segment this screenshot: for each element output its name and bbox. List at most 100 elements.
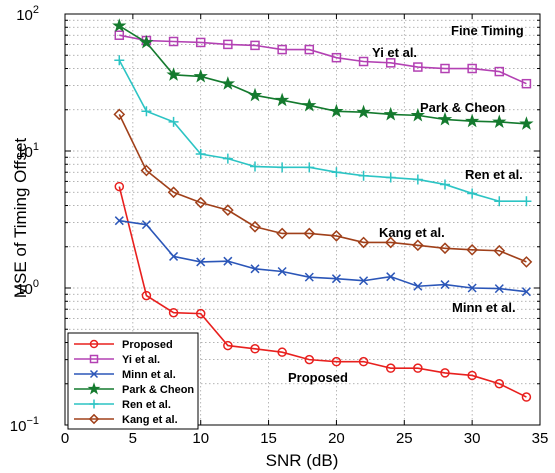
- series-layer: [112, 18, 534, 402]
- data-point: [223, 39, 233, 50]
- data-point: [440, 280, 450, 290]
- x-tick-label: 25: [396, 430, 413, 447]
- annotation-minn: Minn et al.: [452, 300, 516, 315]
- data-point: [114, 216, 124, 226]
- data-point: [169, 251, 179, 261]
- data-point: [383, 106, 398, 121]
- data-point: [114, 30, 125, 40]
- data-point: [358, 170, 369, 181]
- legend-box: [67, 332, 199, 430]
- legend-label: Proposed: [122, 339, 173, 351]
- legend: Proposed Yi et al. Minn et al. Park & Cheon…: [67, 332, 199, 430]
- data-point: [114, 55, 125, 66]
- annotation-kang: Kang et al.: [379, 225, 445, 240]
- data-point: [277, 44, 287, 55]
- data-point: [331, 356, 342, 367]
- series-line: [118, 59, 527, 203]
- data-point: [385, 172, 396, 183]
- data-point: [386, 272, 396, 282]
- data-point: [196, 257, 206, 267]
- data-point: [467, 283, 477, 293]
- data-point: [168, 307, 179, 318]
- annotation-park-cheon: Park & Cheon: [420, 100, 505, 115]
- y-tick-label: 10−1: [10, 415, 39, 435]
- data-point: [330, 230, 343, 242]
- data-point: [440, 63, 450, 74]
- legend-item: Proposed: [74, 339, 173, 351]
- data-point: [384, 236, 397, 249]
- series-4: [114, 55, 532, 207]
- y-axis-label: MSE of Timing Offset: [11, 138, 30, 299]
- data-point: [250, 264, 260, 274]
- x-tick-label: 35: [532, 430, 549, 447]
- legend-item: Kang et al.: [74, 413, 178, 426]
- data-point: [141, 290, 152, 301]
- series-line: [118, 25, 527, 125]
- data-point: [223, 340, 233, 351]
- x-tick-label: 15: [260, 430, 277, 447]
- data-point: [194, 196, 207, 209]
- data-point: [304, 354, 315, 365]
- data-point: [413, 62, 423, 72]
- legend-item: Ren et al.: [74, 399, 171, 411]
- data-point: [114, 181, 125, 192]
- data-point: [220, 76, 236, 90]
- data-point: [329, 103, 344, 118]
- data-point: [520, 256, 533, 268]
- x-tick-label: 0: [61, 430, 69, 447]
- annotation-fine-timing: Fine Timing: [451, 23, 524, 38]
- legend-label: Yi et al.: [122, 354, 160, 366]
- legend-swatch-marker: [89, 354, 99, 364]
- data-point: [413, 281, 423, 291]
- data-point: [140, 164, 153, 177]
- legend-item: Yi et al.: [74, 354, 160, 366]
- data-point: [250, 344, 260, 354]
- data-point: [193, 68, 208, 83]
- data-point: [304, 272, 314, 282]
- data-point: [494, 196, 505, 207]
- series-line: [119, 34, 527, 85]
- x-tick-label: 10: [192, 430, 209, 447]
- data-point: [411, 239, 424, 252]
- series-1: [114, 30, 532, 89]
- data-point: [141, 220, 151, 230]
- data-point: [521, 78, 532, 89]
- data-point: [168, 116, 179, 127]
- data-point: [195, 37, 206, 48]
- data-point: [521, 196, 532, 207]
- data-point: [413, 363, 423, 373]
- data-point: [437, 111, 453, 126]
- data-point: [304, 44, 315, 55]
- data-point: [358, 56, 369, 67]
- series-line: [119, 219, 527, 293]
- y-tick-label: 102: [16, 4, 39, 24]
- y-tick-label: 101: [16, 141, 39, 161]
- legend-label: Park & Cheon: [122, 384, 194, 396]
- data-point: [467, 63, 477, 74]
- data-point: [519, 116, 534, 130]
- data-point: [440, 179, 450, 190]
- data-point: [277, 266, 287, 277]
- data-point: [331, 274, 341, 284]
- series-line: [118, 114, 527, 263]
- data-point: [494, 66, 505, 77]
- legend-swatch-marker: [89, 399, 99, 409]
- data-point: [385, 58, 396, 68]
- data-point: [274, 92, 290, 107]
- data-point: [222, 153, 233, 164]
- legend-swatch-marker: [89, 369, 99, 379]
- series-5: [113, 108, 533, 268]
- series-3: [112, 18, 534, 130]
- x-tick-label: 30: [464, 430, 481, 447]
- data-point: [303, 227, 316, 240]
- data-point: [250, 40, 260, 51]
- axis-ticks: 0 5 10 15 20 25 30 35 10−1 100 101 102: [10, 4, 549, 447]
- data-point: [139, 34, 154, 49]
- data-point: [494, 284, 504, 294]
- data-point: [112, 18, 127, 32]
- legend-item: Park & Cheon: [74, 382, 194, 396]
- data-point: [166, 67, 181, 81]
- legend-swatch-marker: [87, 382, 101, 395]
- legend-item: Minn et al.: [74, 369, 176, 381]
